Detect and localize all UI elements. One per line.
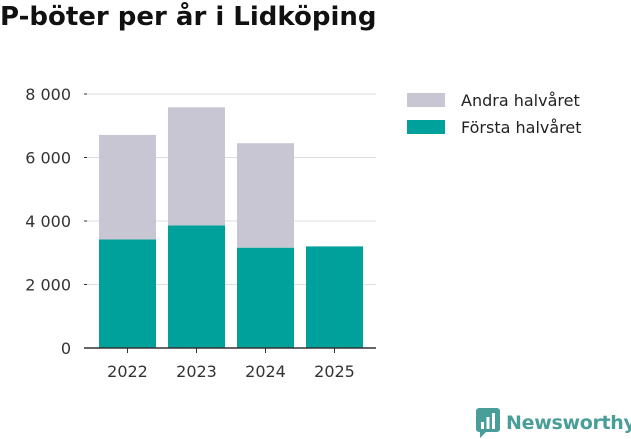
bar-2022-forsta-halvaret	[99, 239, 156, 348]
x-tick-label: 2023	[176, 362, 217, 381]
newsworthy-logo: Newsworthy	[476, 408, 631, 438]
chart-title: P-böter per år i Lidköping	[0, 2, 377, 32]
stacked-bar-chart: 0 2 000 4 000 6 000 8 000 2022 2023 2024 2025 An…	[25, 85, 582, 381]
bar-2024-andra-halvaret	[237, 143, 294, 248]
legend: Andra halvåret Första halvåret	[407, 91, 582, 137]
bars	[99, 107, 363, 348]
legend-label: Andra halvåret	[461, 91, 580, 110]
bar-2025-forsta-halvaret	[306, 246, 363, 348]
x-tick-label: 2022	[107, 362, 148, 381]
bar-2024-forsta-halvaret	[237, 247, 294, 348]
x-tick-label: 2025	[314, 362, 355, 381]
y-tick-label: 8 000	[25, 85, 71, 104]
legend-label: Första halvåret	[461, 118, 582, 137]
bar-2022-andra-halvaret	[99, 134, 156, 240]
y-tick-label: 6 000	[25, 149, 71, 168]
axes: 0 2 000 4 000 6 000 8 000 2022 2023 2024 2025	[25, 85, 376, 381]
x-tick-label: 2024	[245, 362, 286, 381]
y-tick-label: 0	[61, 339, 71, 358]
bar-2023-forsta-halvaret	[168, 225, 225, 348]
bar-2023-andra-halvaret	[168, 107, 225, 226]
newsworthy-logo-text: Newsworthy	[506, 412, 631, 434]
y-tick-label: 4 000	[25, 212, 71, 231]
newsworthy-logo-icon	[476, 408, 500, 438]
legend-swatch	[407, 120, 445, 134]
legend-swatch	[407, 93, 445, 107]
y-tick-label: 2 000	[25, 276, 71, 295]
